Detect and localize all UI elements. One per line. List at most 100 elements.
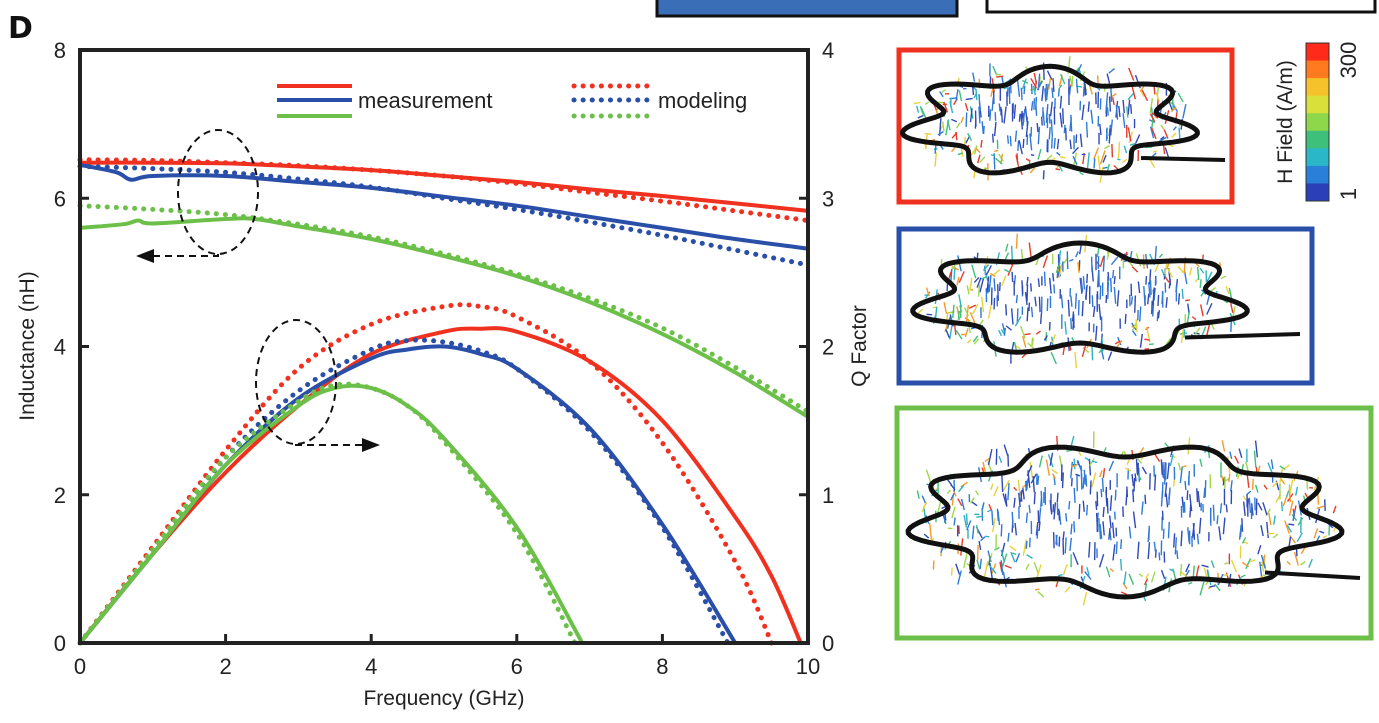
field-vector (1036, 529, 1039, 539)
field-vector (1185, 299, 1190, 302)
field-vector (1141, 89, 1149, 102)
field-vector (1115, 104, 1119, 120)
field-vector (1185, 563, 1191, 573)
field-vector (1286, 560, 1291, 566)
field-vector (1020, 325, 1026, 339)
field-vector (956, 276, 960, 286)
field-vector (1075, 251, 1079, 258)
field-vector (1143, 578, 1149, 586)
field-vector (1158, 136, 1167, 143)
field-vector (1068, 500, 1071, 510)
field-vector (1004, 243, 1009, 252)
field-vector (1101, 477, 1105, 492)
colorbar-segment (1306, 95, 1329, 114)
field-vector (1102, 468, 1106, 479)
field-vector (1053, 284, 1056, 294)
field-vector (966, 520, 972, 531)
field-vector (1131, 323, 1137, 331)
field-vector (1268, 512, 1272, 525)
field-vector (1254, 484, 1259, 493)
field-vector (1194, 278, 1199, 283)
field-vector (1139, 447, 1145, 455)
field-vector (1114, 340, 1121, 345)
field-vector (1072, 146, 1079, 155)
field-vector (1146, 293, 1150, 305)
field-vector (1133, 477, 1136, 492)
field-vector (1033, 72, 1038, 85)
field-vector (1024, 333, 1031, 336)
field-vector (1018, 492, 1021, 508)
field-vector (1062, 564, 1068, 575)
inset-red (896, 47, 1235, 205)
field-vector (1179, 332, 1188, 335)
field-vector (1013, 341, 1017, 351)
field-vector (1151, 152, 1157, 157)
field-vector (1015, 294, 1018, 304)
field-vector (1060, 294, 1064, 309)
y-right-tick-label: 2 (822, 335, 834, 360)
field-vector (1071, 311, 1075, 322)
field-vector (1046, 70, 1053, 80)
field-vector (973, 92, 978, 99)
field-vector (1243, 541, 1249, 545)
series-blue-solid-right (78, 344, 737, 645)
field-vector (1124, 313, 1127, 324)
field-vector (1060, 73, 1066, 85)
field-vector (1322, 535, 1328, 539)
field-vector (1102, 506, 1105, 518)
field-vector (1084, 83, 1087, 96)
field-vector (1025, 158, 1031, 162)
field-vector (1085, 474, 1088, 487)
field-vector (1131, 330, 1137, 337)
field-vector (988, 556, 991, 566)
field-vector (1102, 154, 1107, 163)
field-vector (1262, 502, 1268, 516)
field-vector (1139, 306, 1142, 322)
series-red-solid-right (78, 326, 803, 645)
field-vector (915, 105, 920, 113)
field-vector (988, 275, 992, 293)
field-vector (1049, 452, 1054, 466)
field-vector (974, 490, 980, 496)
field-vector (1122, 113, 1126, 128)
x-tick-label: 8 (656, 654, 668, 679)
field-vector (957, 152, 963, 156)
field-vector (1178, 127, 1181, 140)
field-vector (951, 118, 958, 123)
field-vector (1137, 458, 1143, 464)
field-vector (978, 94, 981, 112)
field-vector (1172, 126, 1177, 131)
field-vector (1164, 482, 1168, 497)
field-vector (1261, 561, 1265, 573)
field-vector (1085, 121, 1089, 138)
field-vector (920, 108, 927, 119)
field-vector (1132, 511, 1137, 529)
field-vector (1234, 455, 1240, 464)
field-vector (1086, 273, 1089, 284)
field-vector (1109, 568, 1115, 573)
field-vector (1167, 521, 1170, 539)
field-vector (1084, 284, 1088, 299)
field-vector (1001, 275, 1007, 286)
field-vector (1064, 586, 1071, 593)
field-vector (938, 118, 942, 136)
field-vector (964, 317, 971, 322)
field-vector (1149, 98, 1154, 114)
field-vector (1216, 515, 1219, 525)
field-vector (1029, 167, 1036, 174)
field-vector (1039, 313, 1043, 324)
field-vector (1106, 73, 1111, 84)
field-vector (1145, 573, 1150, 579)
field-vector (976, 559, 981, 570)
field-vector (1002, 493, 1008, 506)
field-vector (1000, 549, 1006, 563)
field-vector (1013, 104, 1017, 119)
field-vector (1111, 522, 1115, 539)
series-green-solid-left (79, 216, 810, 419)
field-vector (1064, 321, 1067, 335)
field-vector (972, 72, 976, 82)
field-vector (1280, 501, 1284, 512)
field-vector (1020, 87, 1023, 101)
field-vector (979, 278, 985, 293)
field-vector (1026, 307, 1029, 322)
